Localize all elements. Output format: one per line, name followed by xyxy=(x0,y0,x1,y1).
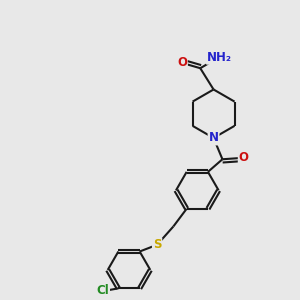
Text: N: N xyxy=(208,131,219,145)
Text: Cl: Cl xyxy=(96,284,109,297)
Text: S: S xyxy=(153,238,161,251)
Text: NH₂: NH₂ xyxy=(207,51,232,64)
Text: O: O xyxy=(239,151,249,164)
Text: O: O xyxy=(177,56,187,69)
